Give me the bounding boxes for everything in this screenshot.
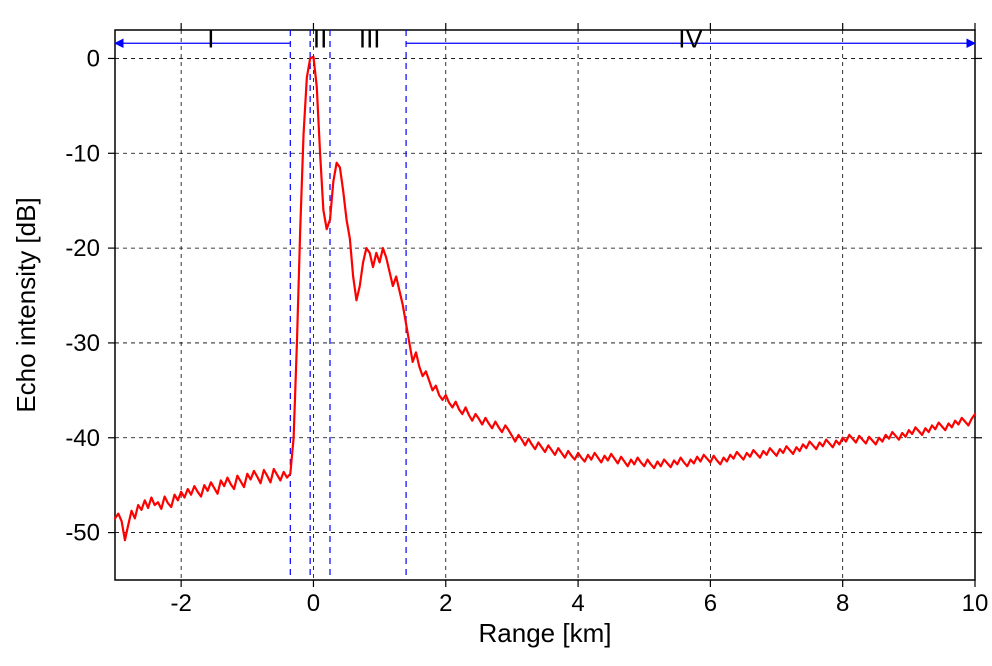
x-axis-label: Range [km]	[479, 618, 612, 648]
y-tick-label: -50	[65, 520, 100, 547]
x-tick-label: 6	[704, 590, 717, 617]
x-tick-label: -2	[170, 590, 191, 617]
chart-background	[0, 0, 992, 666]
y-tick-label: -10	[65, 140, 100, 167]
chart-svg: -20246810-50-40-30-20-100Range [km]Echo …	[0, 0, 992, 666]
region-label: IV	[678, 23, 703, 53]
y-tick-label: -30	[65, 330, 100, 357]
region-label: III	[359, 23, 381, 53]
x-tick-label: 4	[571, 590, 584, 617]
region-label: II	[313, 23, 327, 53]
region-label: I	[207, 23, 214, 53]
x-tick-label: 8	[836, 590, 849, 617]
y-axis-label: Echo intensity [dB]	[11, 197, 41, 412]
y-tick-label: -40	[65, 425, 100, 452]
echo-intensity-chart: -20246810-50-40-30-20-100Range [km]Echo …	[0, 0, 992, 666]
x-tick-label: 2	[439, 590, 452, 617]
y-tick-label: -20	[65, 235, 100, 262]
x-tick-label: 0	[307, 590, 320, 617]
x-tick-label: 10	[962, 590, 989, 617]
y-tick-label: 0	[87, 45, 100, 72]
